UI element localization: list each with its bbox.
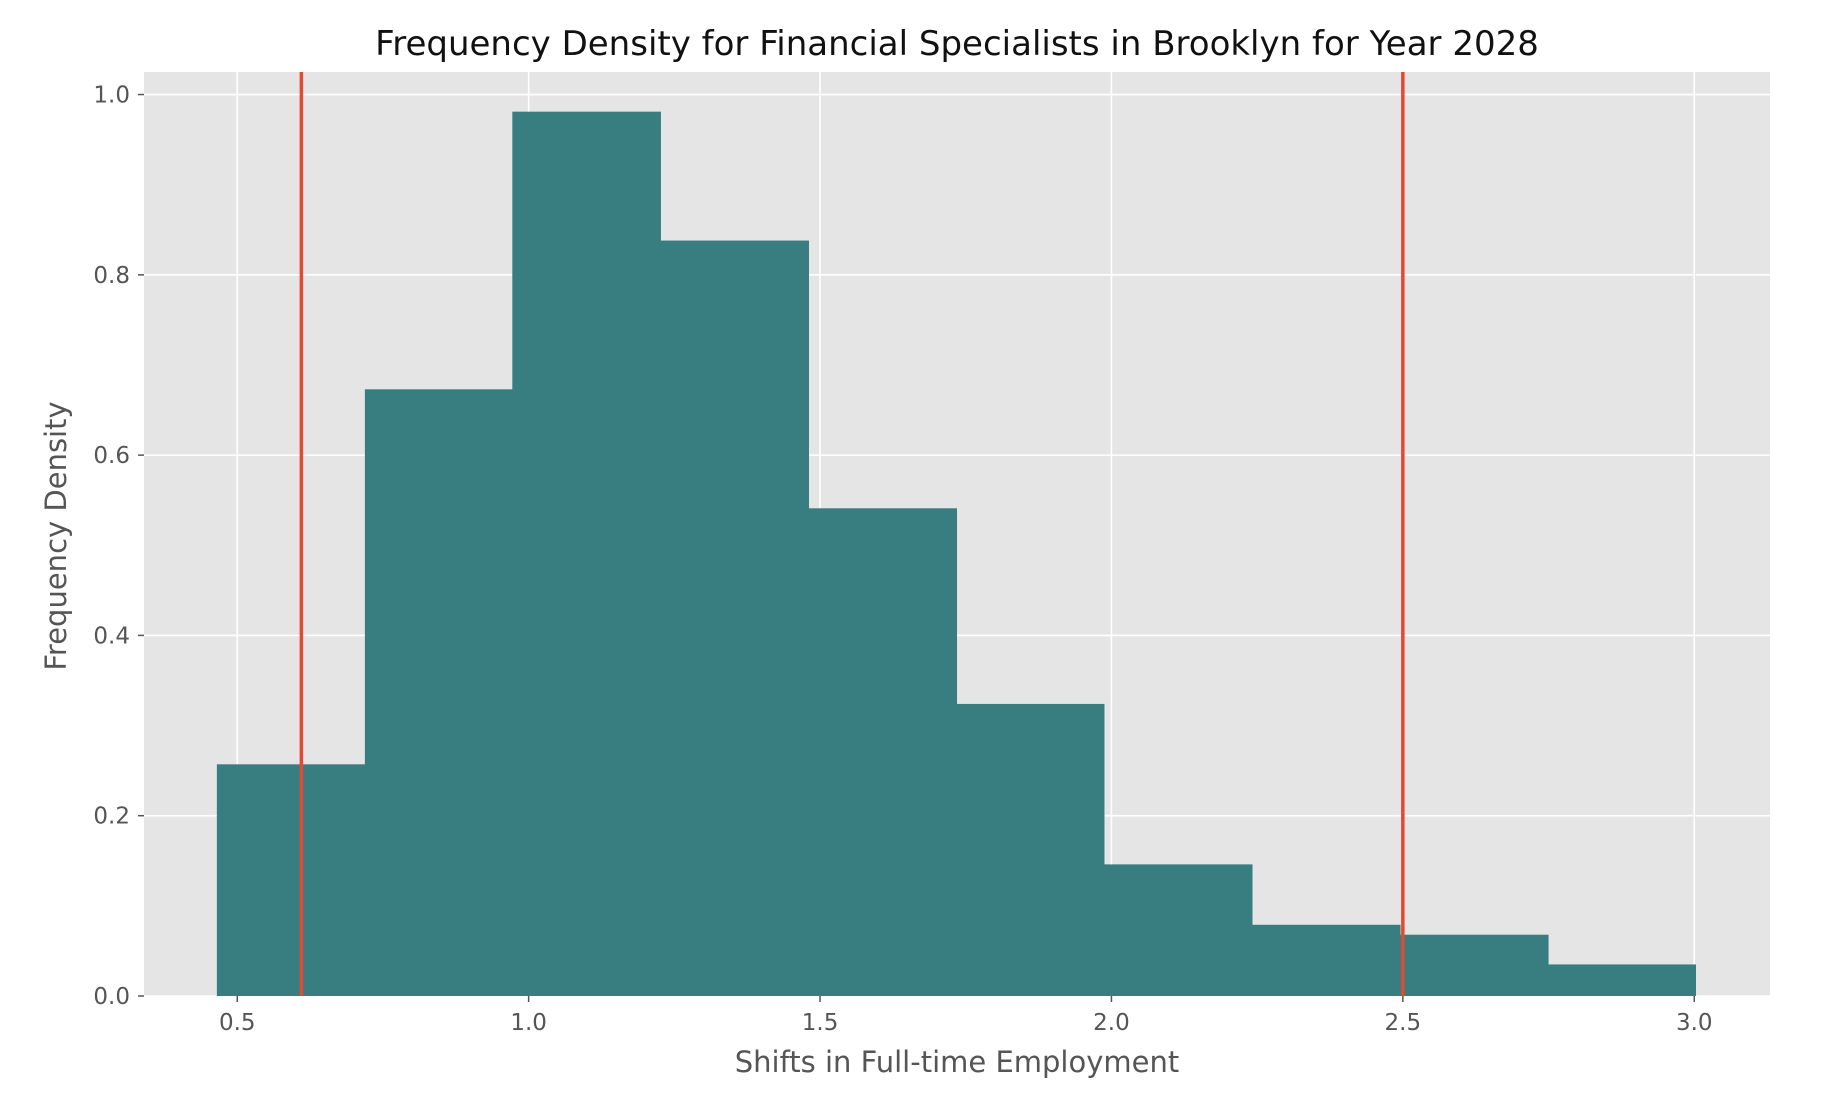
histogram-bar-8: [1399, 934, 1549, 996]
histogram-bar-2: [512, 111, 661, 997]
x-tick-label-1: 1.0: [510, 1010, 547, 1036]
x-axis-ticks: 0.5 1.0 1.5 2.0 2.5 3.0: [219, 996, 1713, 1036]
histogram-bar-6: [1103, 864, 1253, 996]
y-tick-label-1: 0.2: [93, 804, 130, 830]
y-axis-label: Frequency Density: [39, 401, 73, 670]
y-tick-label-4: 0.8: [93, 263, 130, 289]
histogram-bar-1: [364, 389, 513, 996]
y-tick-label-2: 0.4: [93, 623, 130, 649]
reference-lines: [299, 72, 1405, 996]
x-tick-label-3: 2.0: [1093, 1010, 1130, 1036]
histogram-bar-0: [216, 764, 366, 996]
chart-title: Frequency Density for Financial Speciali…: [375, 24, 1539, 64]
y-tick-label-0: 0.0: [93, 984, 130, 1010]
x-axis-label: Shifts in Full-time Employment: [735, 1045, 1179, 1079]
x-tick-label-0: 0.5: [219, 1010, 256, 1036]
x-tick-label-5: 3.0: [1676, 1010, 1713, 1036]
histogram-bar-9: [1547, 964, 1697, 996]
histogram-bar-7: [1251, 924, 1401, 996]
histogram-bars: [216, 111, 1697, 997]
histogram-bar-5: [956, 703, 1105, 996]
y-axis-ticks: 0.0 0.2 0.4 0.6 0.8 1.0: [93, 83, 144, 1010]
histogram-bar-4: [808, 508, 958, 996]
y-tick-label-3: 0.6: [93, 443, 130, 469]
x-tick-label-2: 1.5: [802, 1010, 839, 1036]
histogram-bar-3: [660, 240, 809, 996]
x-tick-label-4: 2.5: [1385, 1010, 1422, 1036]
y-tick-label-5: 1.0: [93, 83, 130, 109]
